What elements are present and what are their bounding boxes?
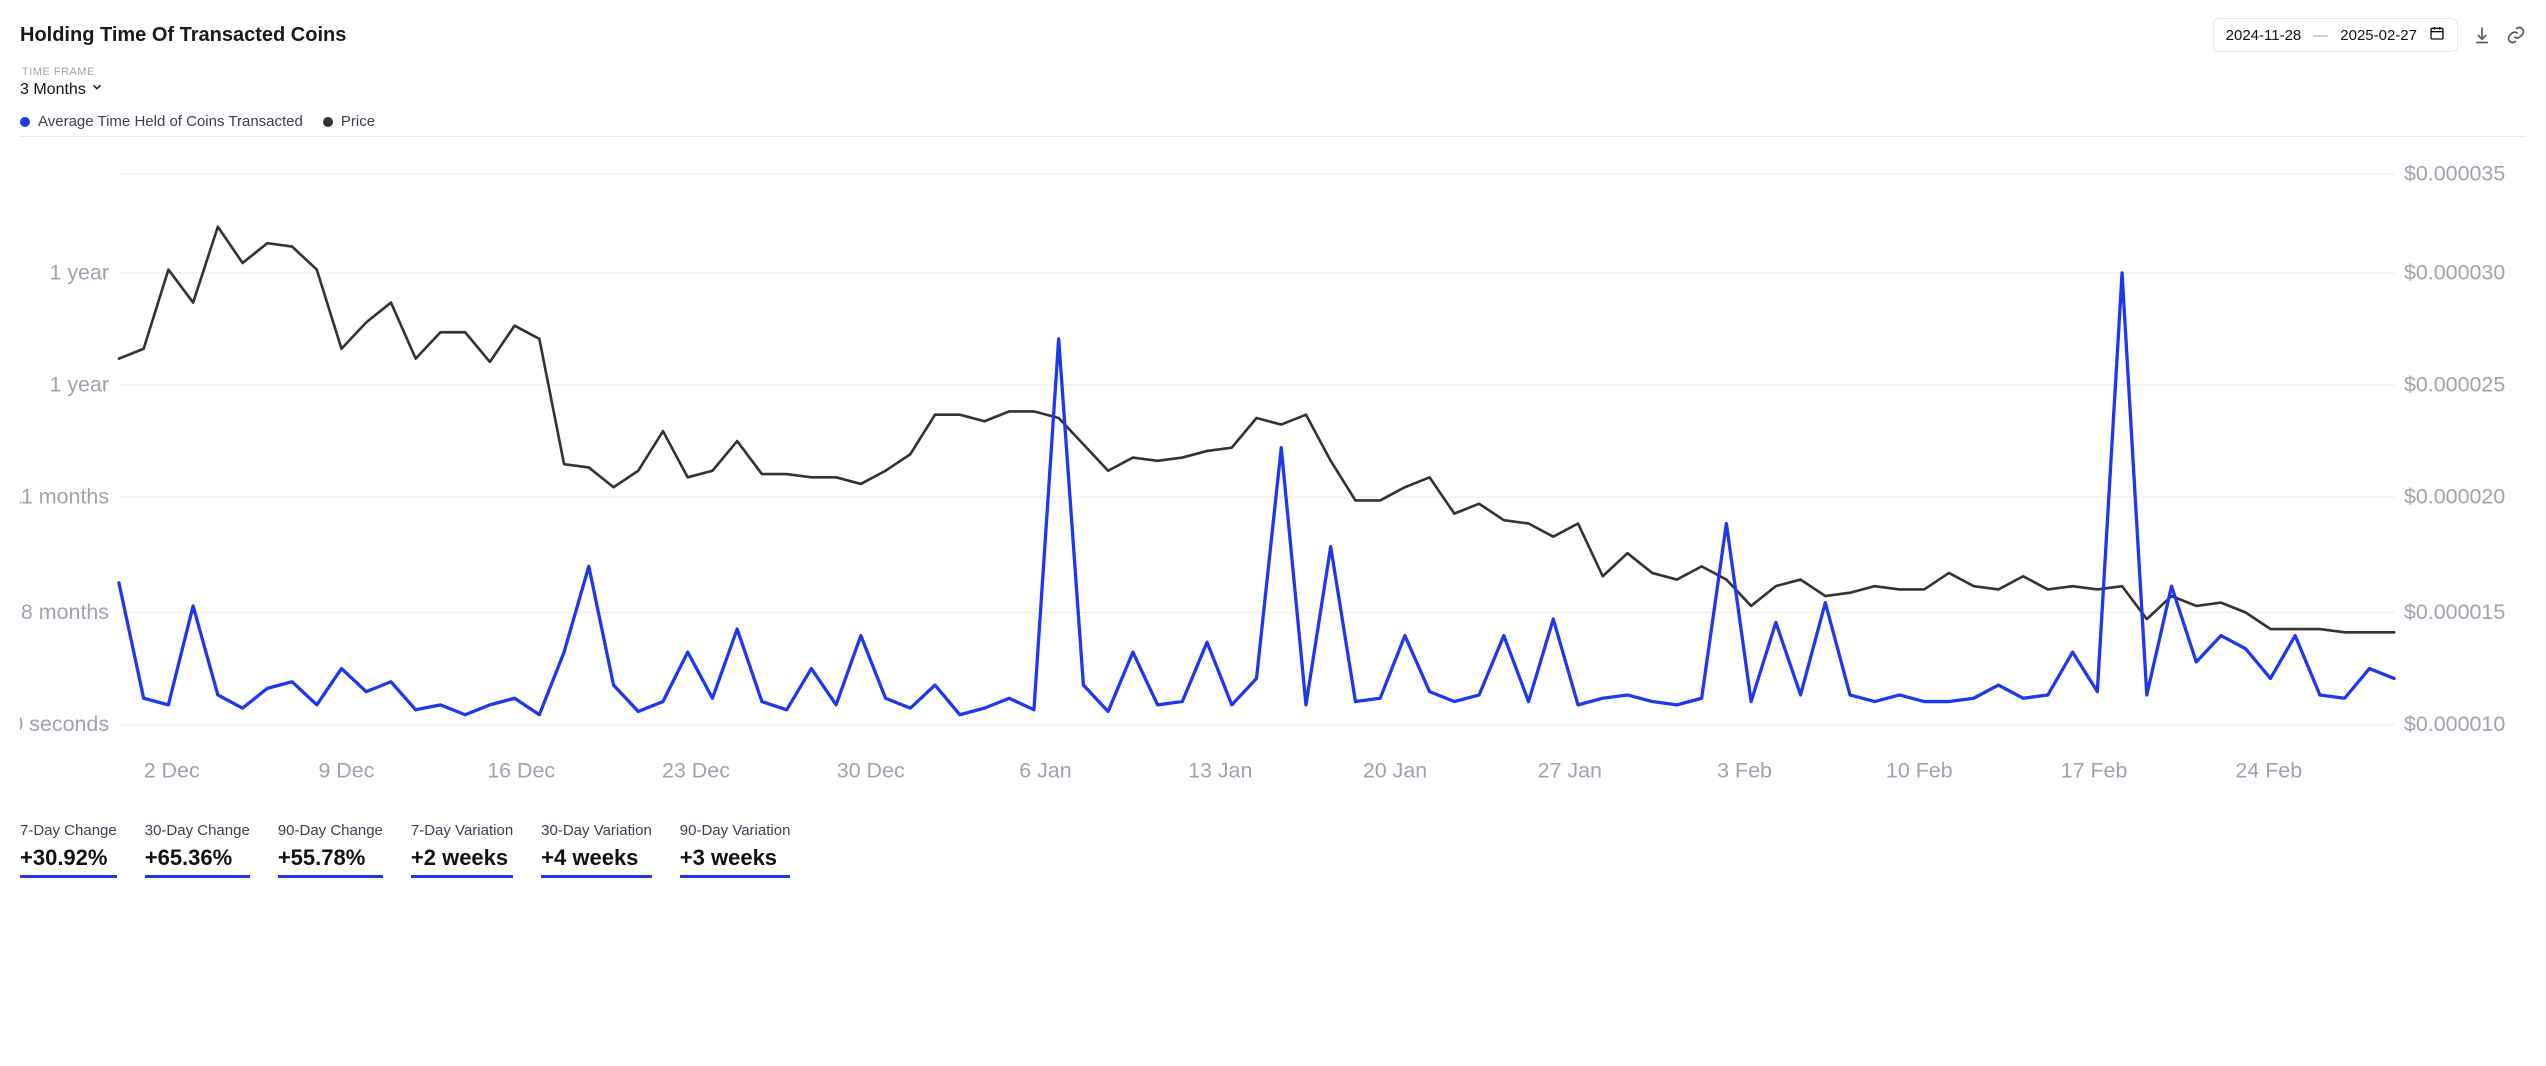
legend-dot-hold — [20, 117, 30, 127]
svg-text:6 Jan: 6 Jan — [1019, 758, 1071, 782]
svg-text:$0.000030: $0.000030 — [2404, 260, 2505, 284]
stat-card[interactable]: 90-Day Variation +3 weeks — [680, 822, 791, 878]
svg-text:20 Jan: 20 Jan — [1363, 758, 1427, 782]
svg-text:2 Dec: 2 Dec — [144, 758, 200, 782]
chevron-down-icon — [90, 80, 104, 99]
stat-label: 7-Day Change — [20, 822, 117, 839]
svg-text:$0.000025: $0.000025 — [2404, 373, 2505, 397]
svg-text:1 year: 1 year — [49, 373, 109, 397]
date-range-separator: — — [2313, 27, 2328, 44]
stat-label: 30-Day Variation — [541, 822, 652, 839]
stat-card[interactable]: 30-Day Change +65.36% — [145, 822, 250, 878]
stat-card[interactable]: 90-Day Change +55.78% — [278, 822, 383, 878]
stat-value: +30.92% — [20, 845, 117, 871]
page-title: Holding Time Of Transacted Coins — [20, 24, 346, 47]
svg-text:27 Jan: 27 Jan — [1538, 758, 1602, 782]
timeframe-value: 3 Months — [20, 81, 86, 99]
chart-area: 1 year 1 year 11 months 8 months 0 seconds $0… — [20, 141, 2526, 800]
legend-item-hold[interactable]: Average Time Held of Coins Transacted — [20, 113, 303, 130]
stats-row: 7-Day Change +30.92% 30-Day Change +65.36% 9… — [20, 822, 2526, 878]
svg-text:$0.000035: $0.000035 — [2404, 162, 2505, 186]
stat-label: 30-Day Change — [145, 822, 250, 839]
header-actions: 2024-11-28 — 2025-02-27 — [2213, 18, 2526, 52]
date-range-picker[interactable]: 2024-11-28 — 2025-02-27 — [2213, 18, 2458, 52]
stat-label: 90-Day Variation — [680, 822, 791, 839]
stat-value: +3 weeks — [680, 845, 791, 871]
legend-dot-price — [323, 117, 333, 127]
download-icon[interactable] — [2472, 25, 2492, 45]
timeframe-block: TIME FRAME 3 Months — [20, 66, 2526, 109]
legend-label-price: Price — [341, 113, 375, 130]
svg-text:3 Feb: 3 Feb — [1717, 758, 1772, 782]
stat-card[interactable]: 7-Day Change +30.92% — [20, 822, 117, 878]
holding-time-chart: 1 year 1 year 11 months 8 months 0 seconds $0… — [20, 141, 2526, 800]
svg-text:11 months: 11 months — [20, 485, 109, 509]
svg-text:$0.000010: $0.000010 — [2404, 712, 2505, 736]
stat-label: 7-Day Variation — [411, 822, 513, 839]
chart-legend: Average Time Held of Coins Transacted Pr… — [20, 113, 2526, 130]
stat-card[interactable]: 7-Day Variation +2 weeks — [411, 822, 513, 878]
timeframe-label: TIME FRAME — [22, 66, 2526, 78]
svg-text:13 Jan: 13 Jan — [1188, 758, 1252, 782]
stat-value: +2 weeks — [411, 845, 513, 871]
svg-text:30 Dec: 30 Dec — [837, 758, 905, 782]
legend-label-hold: Average Time Held of Coins Transacted — [38, 113, 303, 130]
header-row: Holding Time Of Transacted Coins 2024-11… — [20, 18, 2526, 52]
svg-text:9 Dec: 9 Dec — [318, 758, 374, 782]
stat-value: +65.36% — [145, 845, 250, 871]
svg-text:23 Dec: 23 Dec — [662, 758, 730, 782]
stat-card[interactable]: 30-Day Variation +4 weeks — [541, 822, 652, 878]
svg-text:16 Dec: 16 Dec — [487, 758, 555, 782]
stat-label: 90-Day Change — [278, 822, 383, 839]
date-end: 2025-02-27 — [2340, 27, 2417, 44]
link-icon[interactable] — [2506, 25, 2526, 45]
svg-text:$0.000020: $0.000020 — [2404, 485, 2505, 509]
svg-text:10 Feb: 10 Feb — [1886, 758, 1953, 782]
svg-text:17 Feb: 17 Feb — [2061, 758, 2128, 782]
stat-value: +55.78% — [278, 845, 383, 871]
svg-text:8 months: 8 months — [21, 600, 109, 624]
calendar-icon — [2429, 25, 2445, 45]
legend-item-price[interactable]: Price — [323, 113, 375, 130]
stat-value: +4 weeks — [541, 845, 652, 871]
date-start: 2024-11-28 — [2226, 27, 2302, 44]
svg-text:1 year: 1 year — [49, 260, 109, 284]
main-container: Holding Time Of Transacted Coins 2024-11… — [0, 0, 2546, 898]
svg-text:$0.000015: $0.000015 — [2404, 600, 2505, 624]
svg-text:0 seconds: 0 seconds — [20, 712, 109, 736]
svg-text:24 Feb: 24 Feb — [2235, 758, 2302, 782]
timeframe-select[interactable]: 3 Months — [20, 80, 104, 99]
divider — [20, 136, 2526, 137]
